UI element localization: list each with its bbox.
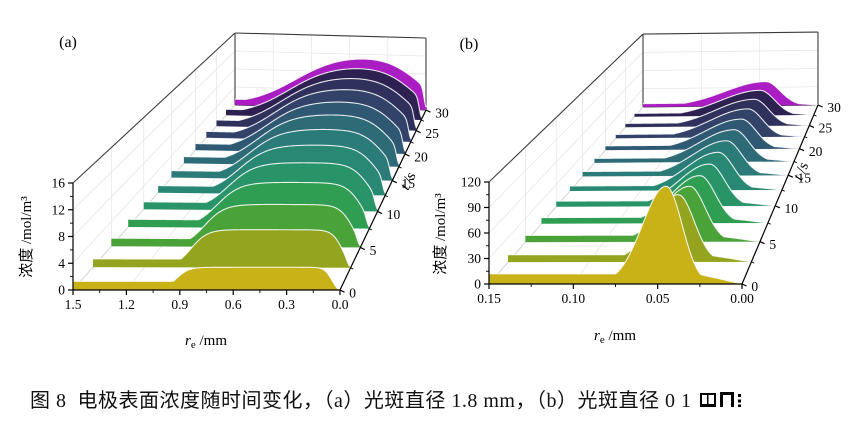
t-tick-label: 5: [769, 237, 776, 252]
t-tick-label: 15: [798, 170, 812, 185]
t-tick-label: 0: [349, 285, 356, 300]
axis-titles: re /mm 浓度 /mol/m³ t /s: [432, 160, 812, 346]
t-tick-label: 5: [370, 243, 377, 258]
t-axis-title: t /s: [397, 170, 419, 193]
ridge-t-2.5: [93, 229, 351, 268]
ridge-t-22.5: [615, 108, 805, 139]
t-tick-label: 25: [819, 121, 833, 136]
axes: [68, 109, 431, 295]
ridge-outline: [226, 68, 422, 118]
figure-caption: 图 8 电极表面浓度随时间变化，（a）光斑直径 1.8 mm，（b）光斑直径 0…: [30, 384, 850, 413]
caption-artifact-block-1: [699, 393, 716, 407]
x-tick-label: 1.2: [118, 297, 135, 312]
t-axis-title: t /s: [790, 160, 812, 183]
x-tick-label: 0.0: [332, 297, 349, 312]
ridge-outline: [128, 181, 370, 228]
t-tick-label: 15: [401, 176, 415, 191]
y-tick-label: 60: [468, 226, 482, 241]
t-tick-label: 20: [809, 144, 823, 159]
y-tick-label: 0: [474, 277, 481, 292]
x-tick-label: 0.05: [646, 291, 670, 306]
ridge-outline: [93, 229, 352, 268]
ridge-outline: [171, 128, 393, 179]
ridge-outline: [594, 129, 795, 162]
panel-a: 1.5 1.2 0.9 0.6 0.3 0.00481216051015202530re …: [18, 32, 449, 351]
y-tick-label: 120: [461, 175, 482, 190]
x-tick-label: 0.9: [171, 297, 188, 312]
ridge-t-2.5: [508, 194, 752, 263]
ridge-outline: [489, 185, 743, 284]
x-tick-label: 0.10: [562, 291, 586, 306]
ridge-outline: [615, 108, 805, 138]
y-tick-label: 12: [52, 202, 66, 217]
waterfall-plots-canvas: 1.5 1.2 0.9 0.6 0.3 0.00481216051015202530re …: [18, 31, 841, 351]
t-tick-label: 30: [827, 100, 841, 115]
ridge-series: [73, 58, 427, 291]
ridge-series: [489, 81, 819, 284]
y-axis-title: 浓度 /mol/m³: [432, 193, 449, 275]
ridge-outline: [569, 151, 782, 191]
y-tick-label: 30: [468, 251, 482, 266]
ridge-t-12.5: [569, 152, 782, 191]
x-tick-label: 0.6: [225, 297, 242, 312]
panel-label-a: (a): [59, 34, 77, 51]
ridge-outline: [634, 89, 814, 116]
t-tick-label: 30: [435, 105, 449, 120]
ridge-t-17.5: [594, 129, 795, 163]
x-tick-label: 0.00: [730, 291, 754, 306]
ridge-outline: [158, 144, 386, 194]
t-tick-label: 0: [751, 279, 758, 294]
caption-number: 图 8: [30, 390, 67, 412]
t-tick-label: 10: [387, 207, 401, 222]
ridge-outline: [582, 140, 789, 176]
y-tick-label: 90: [468, 200, 482, 215]
x-axis-title: re /mm: [594, 328, 636, 346]
ridge-outline: [216, 78, 417, 128]
ridge-outline: [195, 101, 406, 152]
ridge-t-15: [582, 140, 789, 177]
x-tick-label: 1.5: [65, 297, 82, 312]
ridge-outline: [625, 98, 810, 126]
y-axis-title: 浓度 /mol/m³: [18, 196, 35, 278]
ridge-outline: [508, 194, 752, 262]
y-tick-label: 4: [58, 256, 65, 271]
ridge-outline: [605, 118, 800, 150]
ridge-outline: [234, 58, 427, 108]
ridge-outline: [73, 266, 341, 291]
caption-text: 电极表面浓度随时间变化，（a）光斑直径 1.8 mm，（b）光斑直径 0 1: [77, 390, 692, 412]
ridge-t-20: [605, 119, 800, 151]
ridge-outline: [183, 114, 400, 165]
ridge-outline: [642, 81, 819, 106]
caption-artifact-block-3: [737, 394, 741, 407]
ridge-t-10: [556, 164, 776, 207]
t-tick-label: 25: [425, 126, 439, 141]
ridge-t-0: [489, 186, 742, 284]
x-tick-label: 0.15: [477, 291, 501, 306]
ridge-t-0: [73, 267, 340, 290]
panel-label-b: (b): [460, 36, 479, 53]
x-axis-title: re /mm: [185, 333, 227, 351]
t-tick-label: 10: [785, 201, 799, 216]
y-tick-label: 0: [58, 283, 65, 298]
ridge-outline: [143, 162, 379, 210]
ridge-outline: [206, 89, 412, 140]
panel-b: 0.15 0.10 0.05 0.000306090120051015202530re…: [432, 31, 841, 346]
caption-artifact-block-2: [719, 392, 734, 407]
x-tick-label: 0.3: [278, 297, 295, 312]
y-tick-label: 16: [52, 176, 66, 191]
t-tick-label: 20: [414, 149, 428, 164]
axes: [484, 104, 823, 289]
y-tick-label: 8: [58, 229, 65, 244]
ridge-outline: [111, 203, 361, 247]
axis-titles: re /mm 浓度 /mol/m³ t /s: [18, 170, 420, 351]
